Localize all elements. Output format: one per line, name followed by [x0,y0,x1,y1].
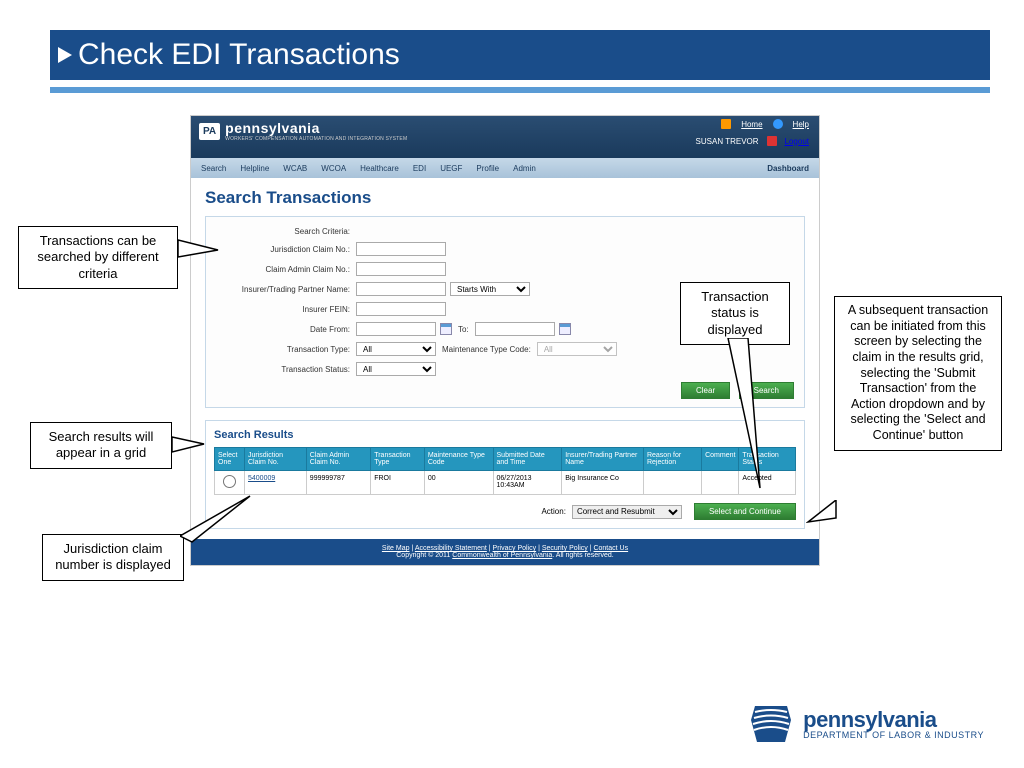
help-link[interactable]: Help [793,120,809,129]
slide-title: Check EDI Transactions [50,38,400,72]
callout-search-criteria: Transactions can be searched by differen… [18,226,178,289]
dept-text: pennsylvania DEPARTMENT OF LABOR & INDUS… [803,709,984,740]
col-txn-type: Transaction Type [371,448,425,471]
date-to-input[interactable] [475,322,555,336]
header-user: SUSAN TREVOR Logout [696,136,809,146]
row-txn-type: FROI [371,471,425,495]
brand-subtitle: WORKERS' COMPENSATION AUTOMATION AND INT… [225,136,407,142]
insurer-fein-label: Insurer FEIN: [216,305,356,314]
callout-arrow-5 [806,500,846,540]
maint-code-select[interactable]: All [537,342,617,356]
col-select: Select One [215,448,245,471]
action-select[interactable]: Correct and Resubmit [572,505,682,519]
header-links: Home Help [721,119,809,129]
footer-copy-suffix: . All rights reserved. [552,552,613,559]
txn-type-select[interactable]: All [356,342,436,356]
col-admin: Claim Admin Claim No. [306,448,370,471]
calendar-to-icon[interactable] [559,323,571,335]
col-date: Submitted Date and Time [493,448,562,471]
brand-text: pennsylvania [225,120,407,136]
claim-admin-label: Claim Admin Claim No.: [216,265,356,274]
date-from-input[interactable] [356,322,436,336]
logout-icon [767,136,777,146]
callout-arrow-3 [172,432,212,462]
nav-admin[interactable]: Admin [513,164,536,173]
callout-arrow-4 [180,494,260,544]
insurer-name-label: Insurer/Trading Partner Name: [216,285,356,294]
calendar-from-icon[interactable] [440,323,452,335]
action-label: Action: [541,507,565,516]
nav-wcoa[interactable]: WCOA [321,164,346,173]
results-title: Search Results [214,429,796,441]
section-title: Search Transactions [205,188,805,208]
row-claim-link[interactable]: 5400009 [248,475,275,482]
help-icon [773,119,783,129]
callout-jurisdiction: Jurisdiction claim number is displayed [42,534,184,581]
nav-uegf[interactable]: UEGF [440,164,462,173]
dept-sub: DEPARTMENT OF LABOR & INDUSTRY [803,731,984,740]
nav-profile[interactable]: Profile [476,164,499,173]
maint-code-label: Maintenance Type Code: [436,345,537,354]
claim-admin-input[interactable] [356,262,446,276]
callout-arrow-2 [720,338,780,498]
footer-sitemap[interactable]: Site Map [382,545,410,552]
footer-copy-prefix: Copyright © 2011 [396,552,452,559]
jurisdiction-label: Jurisdiction Claim No.: [216,245,356,254]
app-footer: Site Map | Accessibility Statement | Pri… [191,539,819,565]
date-to-label: To: [452,325,475,334]
txn-status-select[interactable]: All [356,362,436,376]
insurer-fein-input[interactable] [356,302,446,316]
row-date: 06/27/2013 10:43AM [493,471,562,495]
footer-accessibility[interactable]: Accessibility Statement [415,545,487,552]
nav-search[interactable]: Search [201,164,226,173]
logout-link[interactable]: Logout [785,137,809,146]
nav-edi[interactable]: EDI [413,164,426,173]
col-insurer: Insurer/Trading Partner Name [562,448,644,471]
app-nav: Search Helpline WCAB WCOA Healthcare EDI… [191,158,819,178]
user-name: SUSAN TREVOR [696,137,759,146]
callout-status: Transaction status is displayed [680,282,790,345]
row-radio[interactable] [223,475,236,488]
nav-wcab[interactable]: WCAB [283,164,307,173]
footer-copy-link[interactable]: Commonwealth of Pennsylvania [452,552,552,559]
home-link[interactable]: Home [741,120,762,129]
footer-security[interactable]: Security Policy [542,545,588,552]
results-panel: Search Results Select One Jurisdiction C… [205,420,805,529]
callout-arrow-1 [178,232,228,272]
col-maint: Maintenance Type Code [424,448,493,471]
select-continue-button[interactable]: Select and Continue [694,503,796,520]
criteria-label: Search Criteria: [216,227,356,236]
callout-subsequent: A subsequent transaction can be initiate… [834,296,1002,451]
nav-helpline[interactable]: Helpline [240,164,269,173]
dept-logo: pennsylvania DEPARTMENT OF LABOR & INDUS… [747,700,984,748]
row-reason [643,471,701,495]
jurisdiction-input[interactable] [356,242,446,256]
col-reason: Reason for Rejection [643,448,701,471]
title-triangle-icon [58,47,72,63]
keystone-icon [747,700,795,748]
row-insurer: Big Insurance Co [562,471,644,495]
insurer-name-match-select[interactable]: Starts With [450,282,530,296]
insurer-name-input[interactable] [356,282,446,296]
table-header-row: Select One Jurisdiction Claim No. Claim … [215,448,796,471]
pa-badge: PA [199,123,220,140]
home-icon [721,119,731,129]
results-table: Select One Jurisdiction Claim No. Claim … [214,447,796,495]
row-maint: 00 [424,471,493,495]
callout-results-grid: Search results will appear in a grid [30,422,172,469]
slide-title-bar: Check EDI Transactions [50,30,990,80]
table-row: 5400009 999999787 FROI 00 06/27/2013 10:… [215,471,796,495]
dept-name: pennsylvania [803,709,984,731]
date-from-label: Date From: [216,325,356,334]
nav-dashboard[interactable]: Dashboard [767,164,809,173]
txn-type-label: Transaction Type: [216,345,356,354]
app-header: PA pennsylvania WORKERS' COMPENSATION AU… [191,116,819,158]
nav-healthcare[interactable]: Healthcare [360,164,399,173]
title-underline [50,87,990,93]
row-admin-no: 999999787 [306,471,370,495]
col-jurisdiction: Jurisdiction Claim No. [245,448,307,471]
footer-privacy[interactable]: Privacy Policy [493,545,537,552]
footer-contact[interactable]: Contact Us [593,545,628,552]
txn-status-label: Transaction Status: [216,365,356,374]
